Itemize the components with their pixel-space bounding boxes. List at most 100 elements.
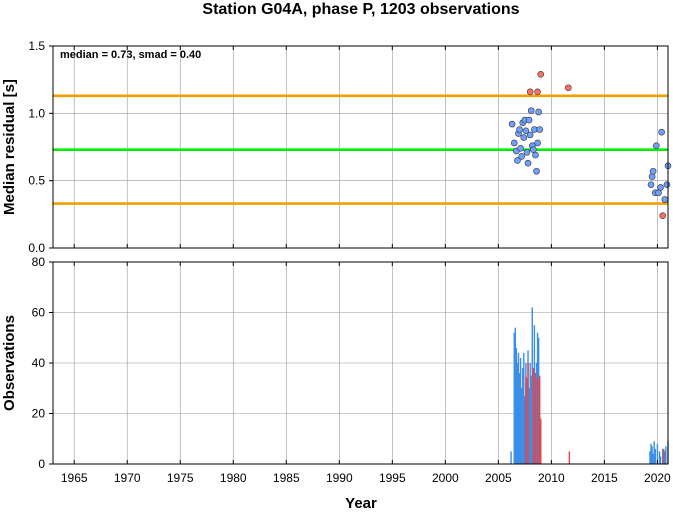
observation-bar xyxy=(665,446,667,464)
residual-panel: 0.00.51.01.5 median = 0.73, smad = 0.40 … xyxy=(1,39,672,255)
observation-bar xyxy=(650,443,652,464)
y-tick-label: 1.0 xyxy=(28,106,45,120)
x-tick-label: 1970 xyxy=(114,471,141,485)
x-tick-label: 2015 xyxy=(591,471,618,485)
observation-bar xyxy=(522,368,524,464)
residual-point xyxy=(534,139,541,147)
residual-y-ticks: 0.0 0.5 1.0 1.5 xyxy=(28,39,658,255)
residual-point xyxy=(648,173,656,180)
observation-bar xyxy=(518,373,521,464)
observation-bar xyxy=(524,395,526,464)
residual-point xyxy=(526,88,534,96)
residual-point xyxy=(518,153,525,160)
residual-point xyxy=(522,127,530,135)
observations-y-ticks: 0 20 40 60 80 xyxy=(32,255,658,471)
observation-bar xyxy=(652,453,654,464)
observation-bar xyxy=(661,448,664,464)
observations-panel-border xyxy=(52,261,669,465)
observation-bar xyxy=(526,378,528,464)
observation-bar xyxy=(510,451,512,464)
observation-bar xyxy=(531,307,533,464)
observation-bar xyxy=(536,378,539,464)
observation-bar xyxy=(649,451,651,464)
residual-point xyxy=(525,116,533,124)
residual-point xyxy=(524,159,532,167)
residual-point xyxy=(565,84,572,92)
y-tick-label: 60 xyxy=(32,306,46,320)
residual-y-axis-label: Median residual [s] xyxy=(1,79,18,215)
x-axis-label: Year xyxy=(345,495,377,511)
residual-point xyxy=(649,167,657,175)
observation-bar xyxy=(540,418,542,464)
residual-point xyxy=(663,181,671,189)
observation-bar xyxy=(513,332,515,464)
residual-point xyxy=(658,128,665,136)
observation-bar xyxy=(519,357,522,464)
observations-panel: 0 20 40 60 80 1965 1970 1975 1980 1985 1990 1995 20… xyxy=(1,255,671,512)
residual-point xyxy=(653,142,660,149)
residual-point xyxy=(516,126,523,133)
chart-title: Station G04A, phase P, 1203 observations xyxy=(202,1,519,18)
x-tick-label: 1985 xyxy=(273,471,300,485)
residual-point xyxy=(536,126,543,133)
x-tick-label: 2010 xyxy=(538,471,565,485)
observation-bar xyxy=(530,375,532,464)
observation-bar xyxy=(663,448,665,464)
observation-bar xyxy=(653,441,655,464)
residual-point xyxy=(526,131,534,139)
observation-bar xyxy=(658,451,661,464)
observation-bar xyxy=(517,352,520,464)
observation-bar xyxy=(525,375,527,464)
observation-bar xyxy=(568,451,571,464)
observation-bar xyxy=(664,451,666,464)
residual-point xyxy=(517,145,524,152)
observation-bar xyxy=(528,388,530,464)
y-tick-label: 40 xyxy=(32,356,46,370)
y-tick-label: 0.0 xyxy=(28,241,45,255)
residual-point xyxy=(508,120,516,128)
observation-bar xyxy=(656,443,659,464)
residual-point xyxy=(533,167,540,175)
residual-point xyxy=(661,196,669,203)
residual-point xyxy=(527,107,535,114)
x-tick-label: 1980 xyxy=(220,471,247,485)
residual-point xyxy=(647,181,655,189)
x-tick-label: 2000 xyxy=(432,471,459,485)
observation-bar xyxy=(527,363,529,464)
y-tick-label: 0 xyxy=(38,457,45,471)
x-tick-label: 1965 xyxy=(61,471,88,485)
observation-bar xyxy=(520,388,523,464)
residual-point xyxy=(514,157,521,164)
observation-bar xyxy=(654,448,656,464)
observation-bar xyxy=(659,456,662,464)
residual-reference-lines xyxy=(53,94,668,205)
observation-bar xyxy=(532,368,535,464)
observation-bar xyxy=(538,375,541,464)
observations-x-ticks: 1965 1970 1975 1980 1985 1990 1995 2000 2005 2010… xyxy=(61,471,671,485)
y-tick-label: 0.5 xyxy=(28,174,45,188)
y-tick-label: 80 xyxy=(32,255,46,269)
y-tick-label: 1.5 xyxy=(28,39,45,53)
observation-bar xyxy=(515,347,518,464)
residual-points xyxy=(508,70,672,219)
observations-y-axis-label: Observations xyxy=(1,315,18,411)
residual-point xyxy=(534,88,541,96)
residual-point xyxy=(532,151,539,159)
x-tick-label: 1990 xyxy=(326,471,353,485)
x-tick-label: 2020 xyxy=(644,471,671,485)
x-tick-label: 2005 xyxy=(485,471,512,485)
residual-point xyxy=(510,139,518,147)
residual-point xyxy=(535,108,542,116)
observation-bar xyxy=(537,337,540,464)
observation-bar xyxy=(535,363,538,464)
observation-bar xyxy=(529,363,531,464)
observation-bar xyxy=(516,363,519,464)
residual-annotation: median = 0.73, smad = 0.40 xyxy=(60,49,201,61)
residual-point xyxy=(657,184,664,191)
residual-point xyxy=(659,212,666,219)
residual-panel-frame xyxy=(53,46,668,248)
observation-bar xyxy=(533,325,536,464)
x-tick-label: 1975 xyxy=(167,471,194,485)
